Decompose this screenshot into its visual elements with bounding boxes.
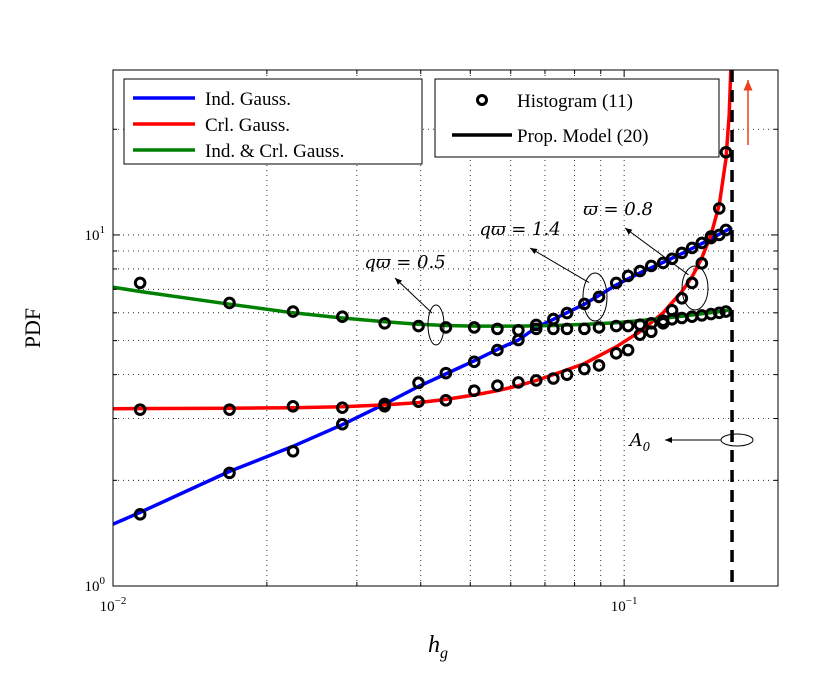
histogram-point <box>685 241 699 255</box>
histogram-point <box>286 444 300 458</box>
histogram-point <box>133 508 147 521</box>
annotation-arrow <box>529 247 590 284</box>
histogram-point <box>621 319 635 333</box>
y-axis-label: PDF <box>20 308 45 348</box>
histogram-point <box>491 379 504 393</box>
annotation-label: A0 <box>628 430 651 454</box>
plot-frame <box>112 69 779 587</box>
histogram-point <box>592 359 606 372</box>
histogram-point <box>223 296 236 310</box>
histogram-point <box>378 317 391 330</box>
legend-marker-circle <box>476 94 488 106</box>
histogram-point <box>592 290 606 304</box>
histogram-point <box>491 322 504 336</box>
histogram-point <box>712 306 726 320</box>
histogram-point <box>695 257 709 270</box>
histogram-point <box>644 259 658 273</box>
legend-label: Ind. Gauss. <box>205 89 291 110</box>
histogram-point <box>578 322 591 336</box>
x-tick-label: 10−1 <box>611 595 638 615</box>
histogram-point <box>529 374 543 387</box>
annotation-arrow <box>624 227 689 276</box>
histogram-point <box>644 317 658 330</box>
histogram-point <box>633 318 647 332</box>
histogram-point <box>560 368 574 381</box>
histogram-point <box>578 362 591 376</box>
legend-right: Histogram (11) Prop. Model (20) <box>434 78 720 158</box>
histogram-point <box>609 276 623 290</box>
histogram-point <box>609 319 623 333</box>
annotation-ellipse <box>720 433 754 447</box>
histogram-point <box>633 264 647 278</box>
legend-label: Ind. & Crl. Gauss. <box>205 141 344 162</box>
histogram-point <box>512 376 525 389</box>
histogram-point <box>560 306 574 320</box>
histogram-point <box>621 269 635 283</box>
histogram-point <box>675 311 689 325</box>
histogram-point <box>223 403 236 416</box>
legend-left: Ind. Gauss. Crl. Gauss. Ind. & Crl. Gaus… <box>123 78 423 165</box>
histogram-point <box>223 466 236 480</box>
annotation-ellipse <box>427 304 445 346</box>
histogram-point <box>560 322 574 336</box>
annotation-label: qϖ = 0.5 <box>364 252 445 273</box>
histogram-point <box>621 343 635 357</box>
y-tick-label: 100 <box>85 575 106 595</box>
histogram-point <box>439 321 453 334</box>
histogram-point <box>719 223 733 237</box>
legend-label: Histogram (11) <box>517 91 633 112</box>
histogram-point <box>592 321 606 334</box>
histogram-point <box>133 403 147 416</box>
histogram-point <box>336 417 349 431</box>
x-tick-label: 10−2 <box>100 595 127 615</box>
histogram-point <box>712 202 726 215</box>
annotation-label: qϖ = 1.4 <box>479 219 560 240</box>
histogram-point <box>547 322 560 336</box>
histogram-point <box>675 246 689 260</box>
histogram-point <box>336 310 349 323</box>
histogram-point <box>695 236 709 250</box>
annotation-arrow <box>394 277 433 314</box>
histogram-point <box>547 372 560 385</box>
histogram-point <box>665 313 679 326</box>
legend-label: Crl. Gauss. <box>205 115 290 136</box>
histogram-point <box>719 145 733 159</box>
histogram-point <box>378 399 391 413</box>
histogram-point <box>286 399 300 413</box>
histogram-point <box>133 276 147 290</box>
y-tick-label: 101 <box>85 224 106 244</box>
histogram-point <box>491 343 504 357</box>
x-axis-label: hg <box>428 632 448 662</box>
histogram-point <box>336 401 349 415</box>
histogram-point <box>633 328 647 341</box>
histogram-point <box>685 276 699 290</box>
histogram-point <box>467 321 481 334</box>
annotation-ellipse <box>681 265 709 311</box>
histogram-point <box>512 324 525 337</box>
histogram-point <box>439 394 453 407</box>
histogram-point <box>412 319 425 333</box>
histogram-point <box>467 355 481 369</box>
histogram-point <box>286 305 300 318</box>
histogram-point <box>675 291 689 305</box>
histogram-point <box>412 376 425 390</box>
histogram-point <box>439 366 453 380</box>
histogram-point <box>609 347 623 360</box>
histogram-point <box>529 322 543 336</box>
legend-label: Prop. Model (20) <box>517 126 648 147</box>
histogram-point <box>704 230 718 243</box>
histogram-point <box>719 305 733 318</box>
annotation-label: ϖ = 0.8 <box>583 199 653 220</box>
histogram-point <box>412 395 425 408</box>
curve-ind-crl-gauss- <box>113 285 733 328</box>
annotation-ellipse <box>582 272 608 322</box>
histogram-point <box>467 384 481 398</box>
